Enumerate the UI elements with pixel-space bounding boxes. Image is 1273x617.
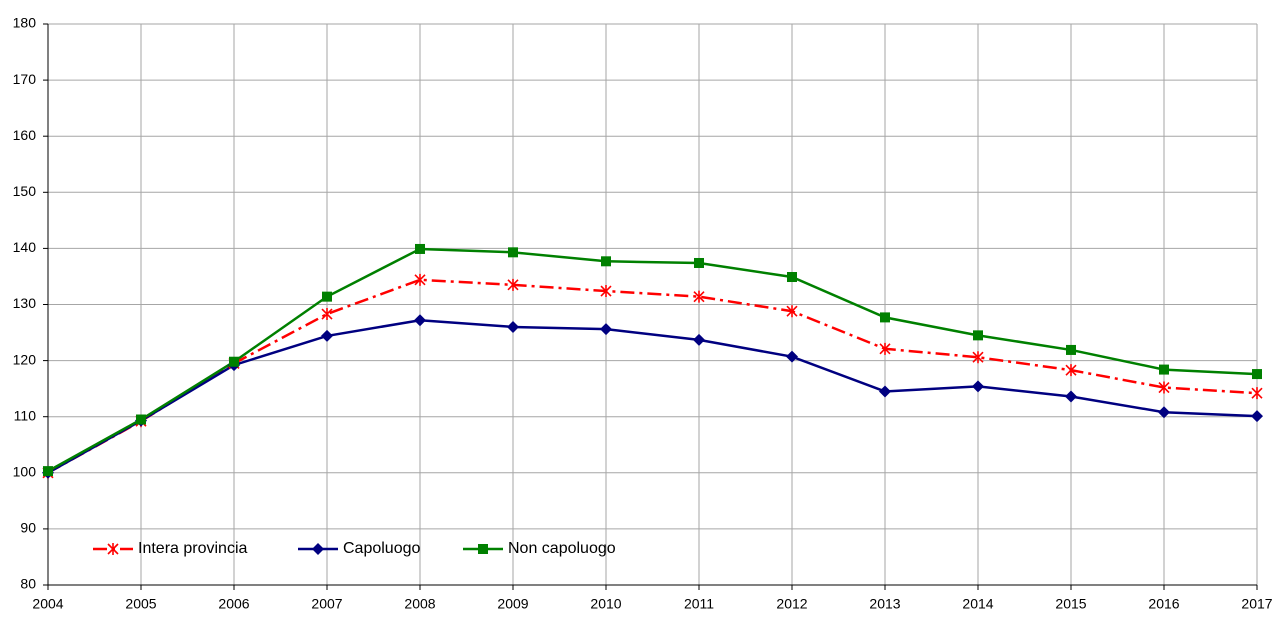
x-tick-label: 2013 xyxy=(869,596,900,612)
x-tick-label: 2017 xyxy=(1241,596,1272,612)
marker xyxy=(1158,406,1170,419)
marker xyxy=(321,308,333,321)
y-tick-label: 150 xyxy=(13,183,37,199)
marker xyxy=(321,329,333,342)
marker xyxy=(787,272,797,283)
marker xyxy=(601,256,611,267)
marker xyxy=(973,330,983,341)
marker xyxy=(972,351,984,364)
marker xyxy=(414,314,426,327)
x-tick-label: 2015 xyxy=(1055,596,1086,612)
marker xyxy=(786,305,798,318)
marker xyxy=(1251,410,1263,423)
y-tick-label: 180 xyxy=(13,15,37,31)
marker xyxy=(43,466,53,477)
legend-marker xyxy=(107,543,119,555)
marker xyxy=(229,356,239,367)
y-tick-label: 100 xyxy=(13,464,37,480)
marker xyxy=(322,291,332,302)
marker xyxy=(694,257,704,268)
marker xyxy=(972,380,984,393)
marker xyxy=(693,290,705,303)
marker xyxy=(1065,390,1077,403)
x-tick-label: 2004 xyxy=(32,596,63,612)
marker xyxy=(1251,387,1263,400)
marker xyxy=(600,285,612,298)
y-tick-label: 170 xyxy=(13,71,37,87)
x-tick-label: 2008 xyxy=(404,596,435,612)
marker xyxy=(600,323,612,336)
x-tick-label: 2006 xyxy=(218,596,249,612)
marker xyxy=(507,278,519,291)
series-line xyxy=(47,318,1258,474)
y-tick-label: 130 xyxy=(13,295,37,311)
x-tick-label: 2014 xyxy=(962,596,993,612)
x-tick-label: 2010 xyxy=(590,596,621,612)
legend-label: Intera provincia xyxy=(138,540,247,557)
marker xyxy=(136,414,146,425)
marker xyxy=(1159,364,1169,375)
x-tick-label: 2007 xyxy=(311,596,342,612)
y-tick-label: 140 xyxy=(13,239,37,255)
marker xyxy=(1252,369,1262,380)
x-tick-label: 2005 xyxy=(125,596,156,612)
series-line xyxy=(47,278,1258,474)
marker xyxy=(414,273,426,286)
x-tick-label: 2012 xyxy=(776,596,807,612)
x-tick-label: 2009 xyxy=(497,596,528,612)
y-tick-label: 80 xyxy=(20,576,36,592)
marker xyxy=(1065,364,1077,377)
y-tick-label: 160 xyxy=(13,127,37,143)
marker xyxy=(880,312,890,323)
y-tick-label: 120 xyxy=(13,351,37,367)
y-tick-label: 90 xyxy=(20,520,36,536)
marker xyxy=(786,350,798,363)
x-tick-label: 2016 xyxy=(1148,596,1179,612)
marker xyxy=(879,342,891,355)
marker xyxy=(415,243,425,254)
x-tick-label: 2011 xyxy=(684,596,714,612)
series-line xyxy=(47,247,1258,473)
y-tick-label: 110 xyxy=(14,407,37,423)
marker xyxy=(508,247,518,258)
marker xyxy=(1158,381,1170,394)
legend-marker xyxy=(312,543,324,555)
marker xyxy=(879,385,891,398)
legend-marker xyxy=(478,544,488,554)
marker xyxy=(507,320,519,333)
legend-label: Non capoluogo xyxy=(508,540,616,557)
legend-label: Capoluogo xyxy=(343,540,421,557)
marker xyxy=(1066,344,1076,355)
marker xyxy=(693,333,705,346)
